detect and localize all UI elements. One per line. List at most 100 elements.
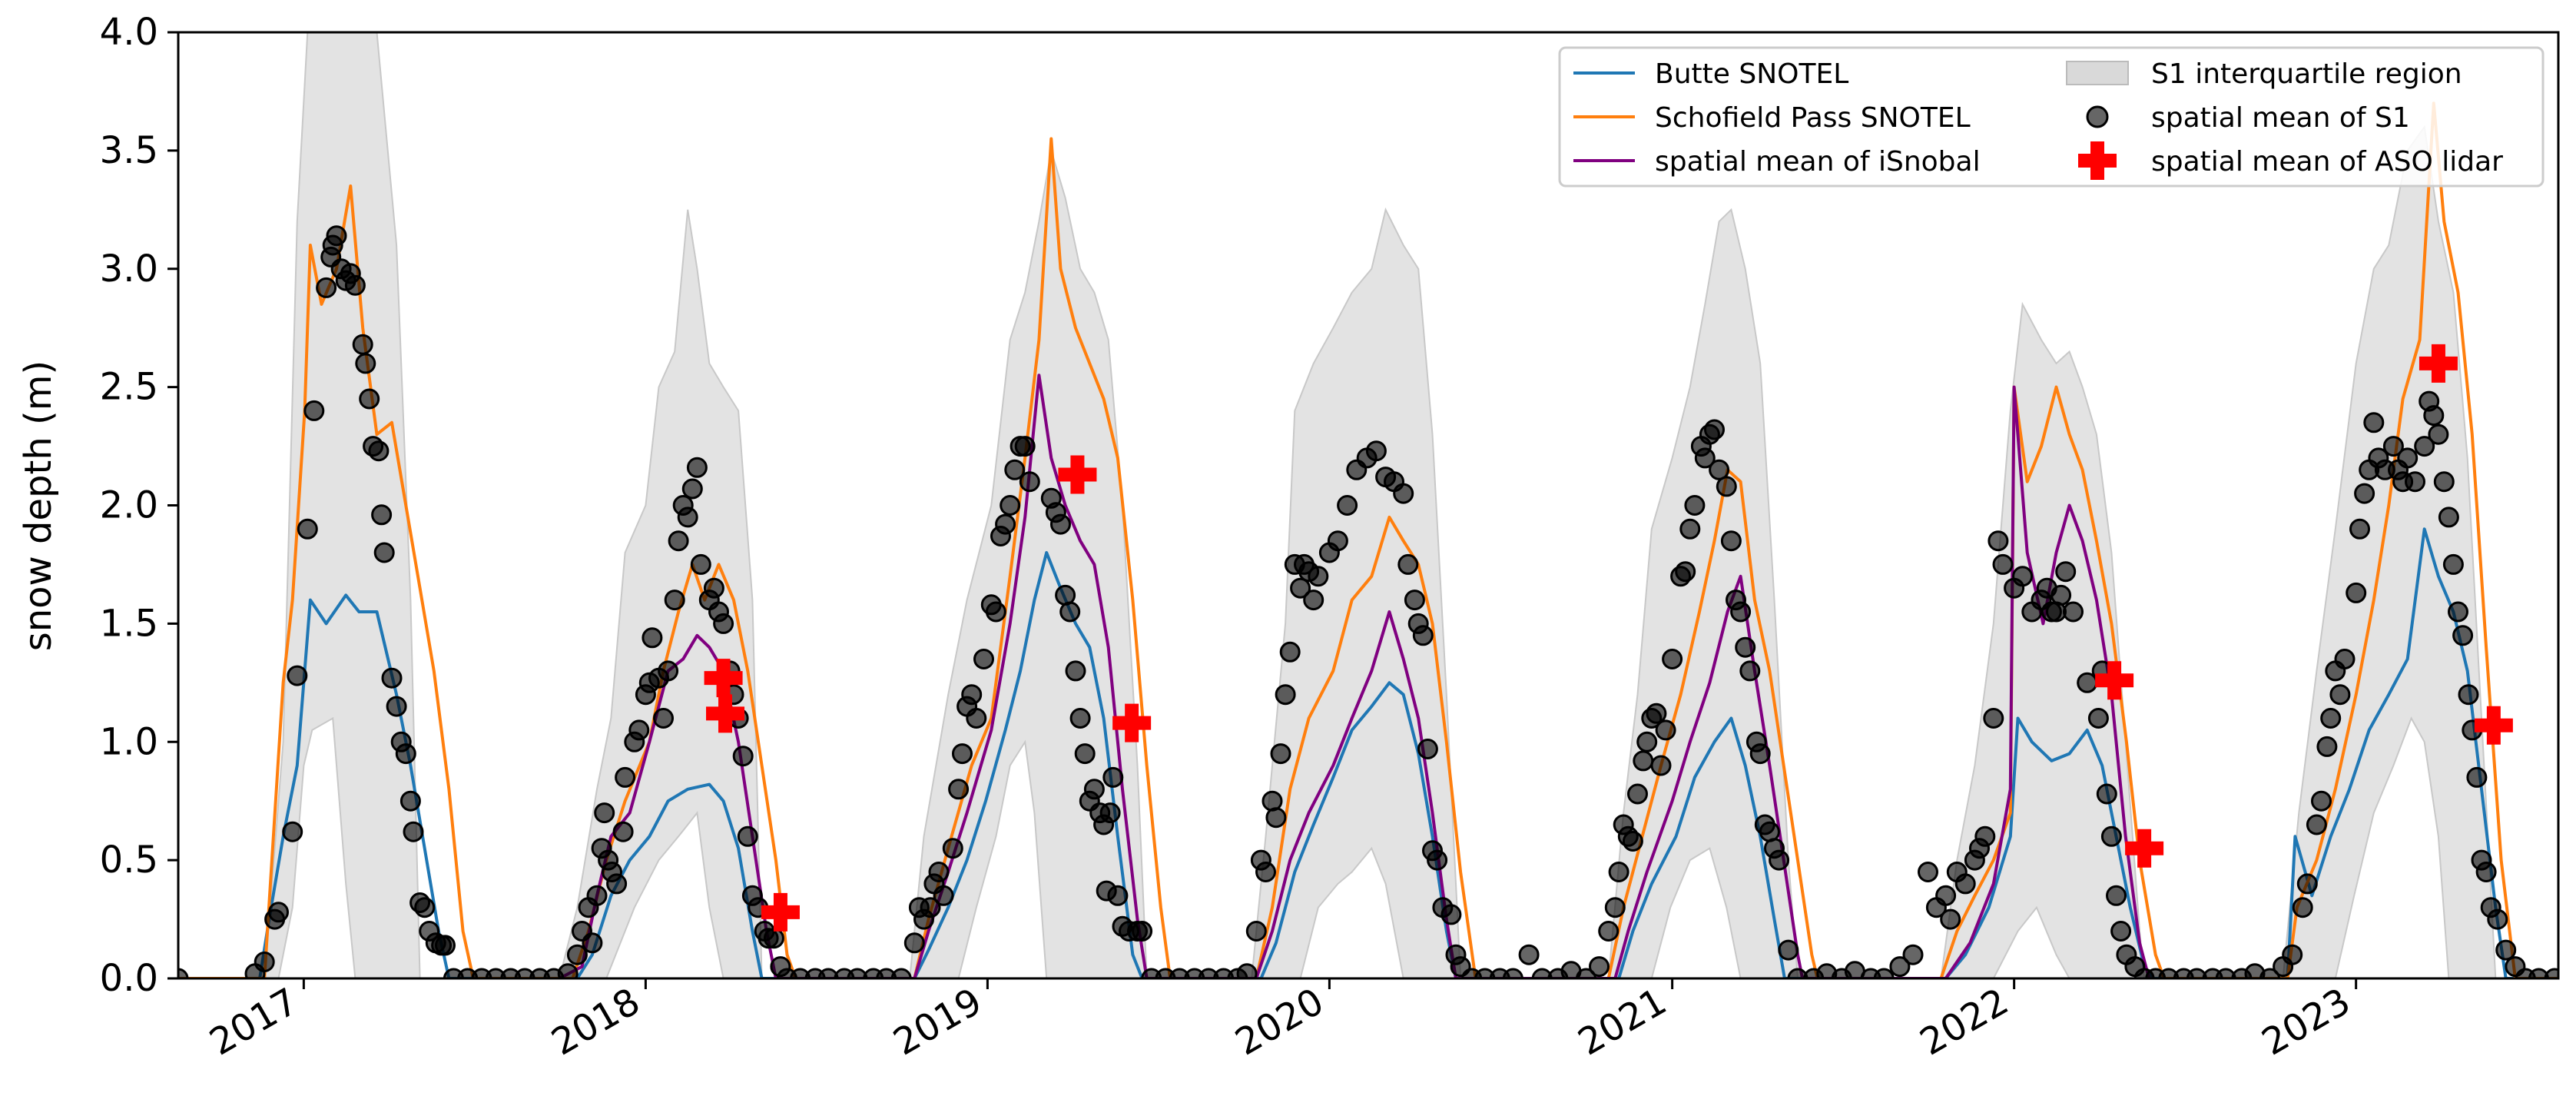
s1-mean-point	[1308, 566, 1329, 587]
s1-mean-point	[995, 513, 1016, 535]
s1-mean-point	[1787, 968, 1809, 978]
s1-mean-point	[557, 963, 579, 978]
s1-mean-point	[2334, 649, 2356, 669]
s1-mean-point	[1441, 904, 1462, 925]
x-tick-label: 2021	[1571, 980, 1674, 1065]
s1-mean-point	[297, 518, 318, 540]
s1-mean-point	[1531, 968, 1553, 978]
s1-mean-point	[1720, 530, 1742, 552]
s1-mean-point	[732, 746, 754, 767]
s1-mean-point	[1662, 649, 1683, 669]
y-axis: 0.0 0.5 1.0 1.5 2.0 2.5 3.0 3.5 4.0	[100, 11, 178, 1000]
s1-mean-point	[1704, 419, 1725, 440]
s1-mean-point	[2423, 405, 2445, 427]
s1-mean-point	[1518, 944, 1540, 965]
s1-mean-point	[1107, 885, 1129, 906]
s1-mean-point	[615, 766, 636, 788]
s1-mean-point	[1974, 825, 1996, 847]
s1-mean-point	[403, 821, 424, 842]
s1-mean-point	[2466, 766, 2488, 788]
s1-mean-point	[653, 708, 674, 729]
s1-mean-point	[1604, 897, 1626, 918]
y-tick-label: 3.5	[100, 129, 158, 172]
s1-mean-point	[2316, 736, 2338, 757]
s1-mean-point	[948, 779, 970, 800]
s1-mean-point	[1083, 779, 1105, 800]
s1-mean-point	[582, 932, 603, 954]
s1-mean-point	[686, 457, 708, 478]
s1-mean-point	[282, 821, 303, 842]
aso-lidar-point	[761, 892, 800, 932]
s1-mean-point	[2292, 897, 2313, 918]
s1-mean-point	[1627, 783, 1648, 805]
aso-lidar-point	[2419, 344, 2458, 383]
s1-mean-point	[1427, 849, 1448, 871]
s1-mean-point	[1169, 968, 1190, 978]
s1-mean-point	[2458, 684, 2479, 706]
legend-butte-label: Butte SNOTEL	[1655, 58, 1848, 90]
s1-mean-point	[642, 627, 663, 649]
s1-mean-point	[178, 968, 189, 978]
s1-mean-point	[381, 667, 403, 689]
s1-mean-point	[373, 542, 395, 563]
s1-mean-point	[2363, 412, 2385, 433]
series-line-isnobal	[559, 374, 2151, 978]
s1-mean-point	[2106, 885, 2127, 906]
s1-mean-point	[371, 504, 393, 526]
s1-mean-point	[594, 802, 615, 824]
s1-mean-point	[2012, 566, 2034, 587]
series-line-butte	[178, 527, 2558, 978]
s1-mean-point	[2311, 790, 2332, 812]
s1-mean-point	[2442, 553, 2464, 575]
s1-mean-point	[1992, 553, 2014, 575]
aso-lidar-point	[706, 694, 745, 733]
y-tick-label: 0.5	[100, 839, 158, 882]
s1-mean-point	[1636, 731, 1658, 752]
s1-mean-point	[713, 613, 734, 634]
s1-mean-point	[1275, 684, 1296, 706]
s1-mean-point	[1404, 590, 1425, 611]
x-tick-label: 2017	[203, 980, 306, 1065]
y-tick-label: 4.0	[100, 11, 158, 54]
s1-mean-point	[703, 577, 724, 599]
y-axis-label: snow depth (m)	[17, 360, 60, 652]
s1-mean-point	[1873, 968, 1895, 978]
x-tick-label: 2018	[545, 980, 648, 1065]
s1-mean-point	[1749, 743, 1771, 765]
s1-mean-point	[1102, 766, 1124, 788]
s1-mean-point	[903, 932, 925, 954]
s1-mean-point	[1633, 750, 1654, 772]
x-tick-label: 2022	[1913, 980, 2016, 1065]
s1-mean-point	[2405, 471, 2425, 493]
s1-mean-point	[1019, 471, 1040, 493]
s1-mean-point	[1393, 483, 1414, 504]
s1-mean-point	[1935, 885, 1957, 906]
s1-mean-point	[2087, 708, 2109, 729]
s1-mean-point	[1679, 518, 1701, 540]
s1-mean-point	[1074, 743, 1096, 765]
s1-mean-point	[612, 821, 634, 842]
s1-mean-point	[1716, 476, 1737, 497]
s1-mean-point	[1014, 436, 1036, 457]
legend-aso-label: spatial mean of ASO lidar	[2151, 146, 2503, 178]
s1-mean-point	[1684, 495, 1706, 516]
s1-mean-point	[2397, 447, 2419, 469]
s1-mean-point	[847, 968, 868, 978]
s1-mean-point	[1198, 968, 1219, 978]
s1-mean-point	[1778, 939, 1799, 961]
s1-mean-point	[1940, 908, 1961, 930]
s1-mean-point	[268, 902, 289, 923]
s1-mean-point	[2414, 436, 2435, 457]
s1-mean-point	[1709, 459, 1730, 480]
s1-mean-point	[514, 968, 535, 978]
s1-mean-point	[254, 952, 275, 972]
s1-mean-point	[1265, 807, 1287, 829]
s1-mean-point	[1050, 513, 1071, 535]
s1-mean-point	[344, 274, 366, 296]
s1-mean-point	[2306, 814, 2327, 835]
s1-mean-point	[1065, 660, 1086, 682]
legend-s1-label: spatial mean of S1	[2151, 102, 2410, 134]
s1-mean-point	[316, 277, 337, 298]
s1-mean-point	[355, 353, 376, 374]
s1-mean-point	[2544, 968, 2558, 978]
